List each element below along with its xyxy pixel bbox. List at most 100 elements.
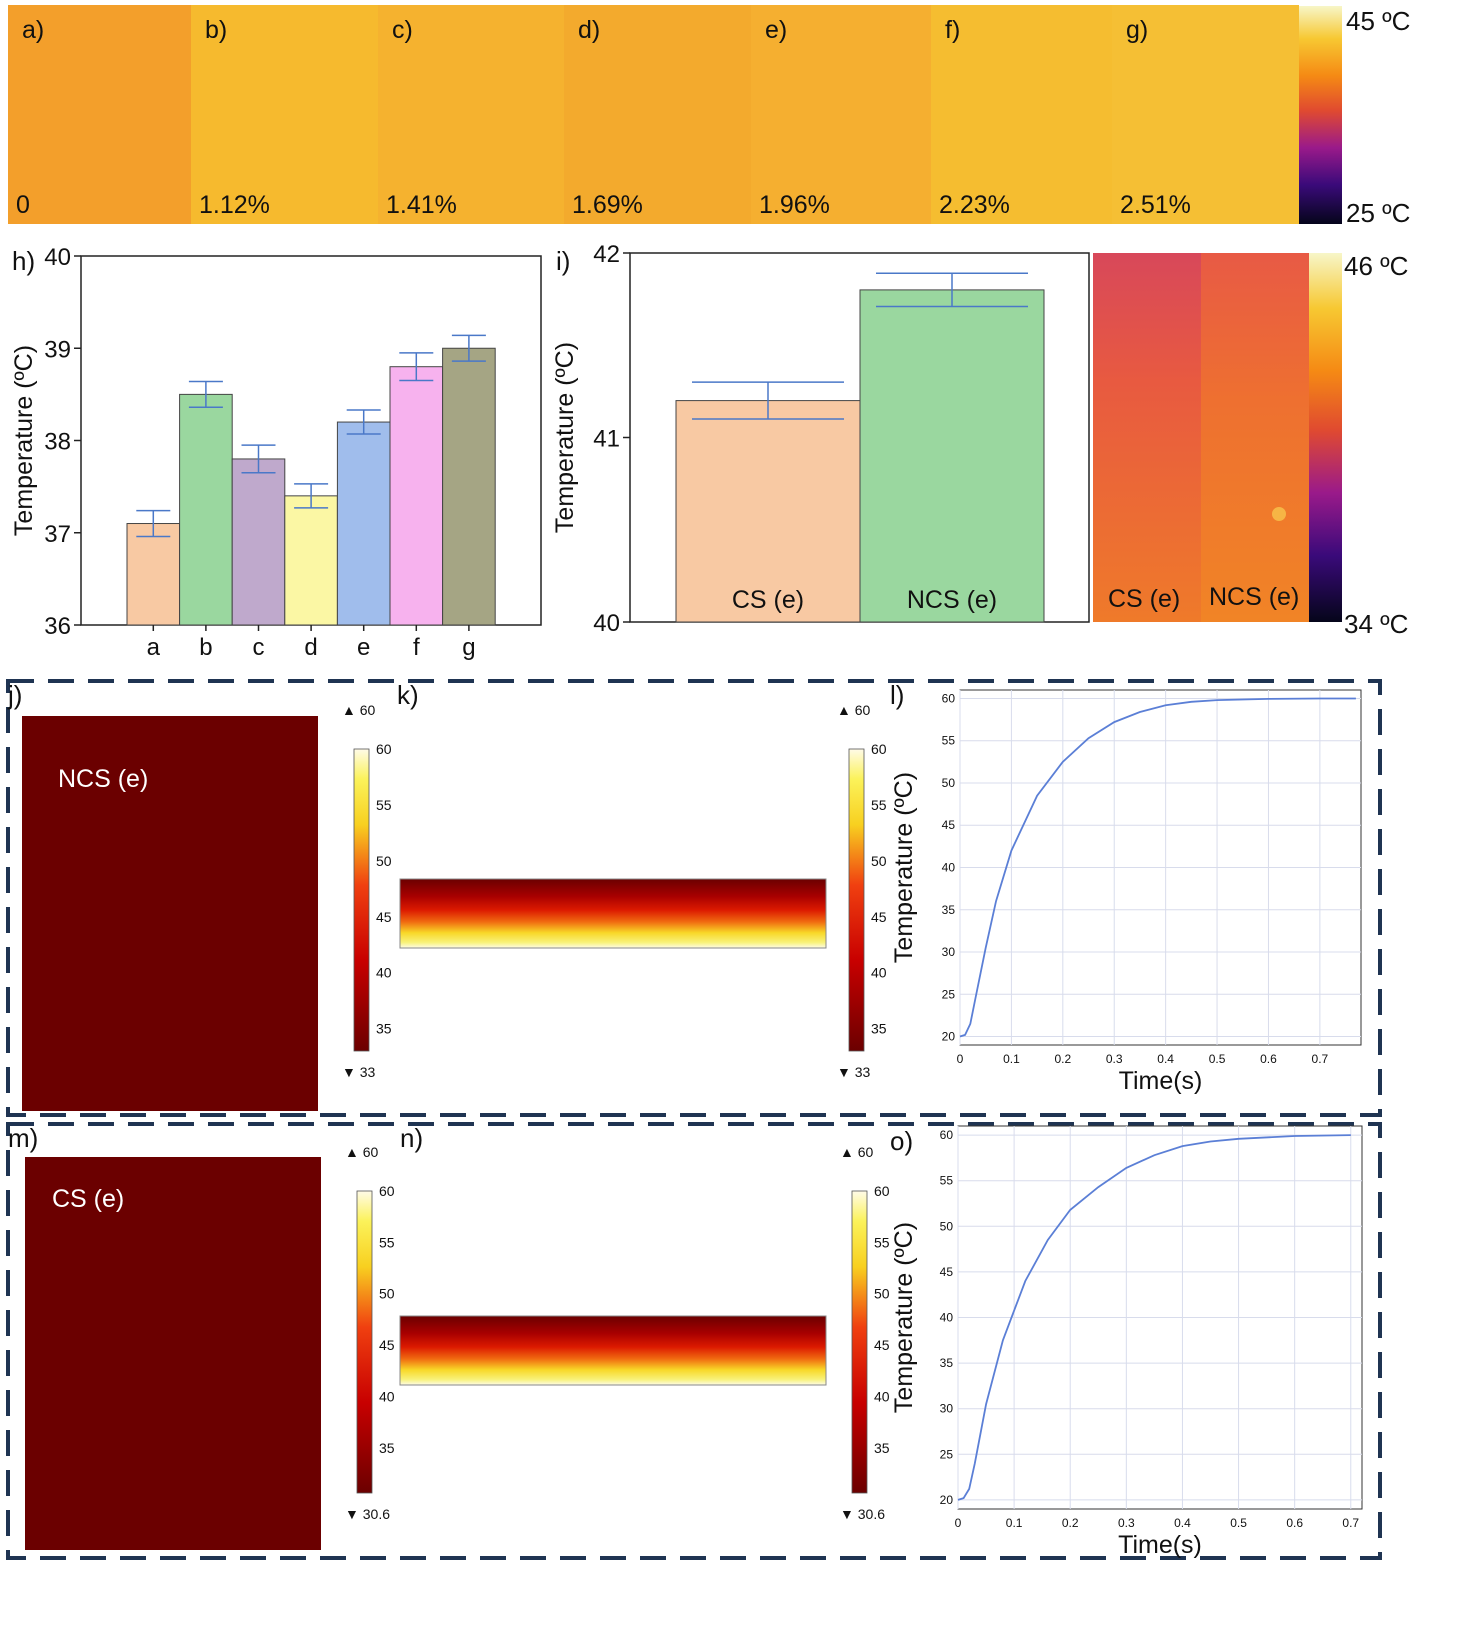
y-tick-label: 42	[593, 241, 620, 268]
thermal-panel-letter: c)	[392, 16, 413, 44]
y-tick-label: 37	[44, 521, 71, 548]
thermal-i-scale-min: 34 ºC	[1344, 609, 1408, 639]
thermal-image	[191, 5, 378, 224]
thermal-scale-max: 45 ºC	[1346, 6, 1410, 36]
y-tick-label: 45	[942, 818, 956, 832]
x-tick-label: 0.6	[1260, 1052, 1277, 1066]
range-max: ▲ 60	[840, 1144, 874, 1160]
panel-letter: h)	[12, 246, 35, 276]
dashed-box-top	[6, 679, 1382, 1117]
x-tick-label: 0.4	[1174, 1516, 1191, 1530]
x-tick-label: b	[199, 634, 212, 661]
range-min: ▼ 30.6	[840, 1506, 885, 1522]
colorbar-tick: 60	[376, 741, 392, 757]
colorbar-tick: 35	[376, 1021, 392, 1037]
bar	[336, 421, 391, 626]
colorbar-tick: 55	[379, 1234, 395, 1250]
colorbar-tick: 40	[376, 965, 392, 981]
colorbar-tick: 35	[379, 1440, 395, 1456]
range-max: ▲ 60	[837, 702, 871, 718]
colorbar	[356, 1190, 373, 1494]
dashed-box-bottom	[6, 1122, 1382, 1560]
x-tick-label: 0.3	[1106, 1052, 1123, 1066]
colorbar	[353, 748, 370, 1052]
thermal-image-sheen	[378, 5, 564, 224]
panel-letter-o: o)	[890, 1126, 913, 1156]
y-tick-label: 50	[942, 776, 956, 790]
sim-colorbar-top-left: ▲ 60 60 55 50 45 40 35 ▼ 33	[342, 702, 392, 1080]
sim-colorbar-bottom-left: ▲ 60 60 55 50 45 40 35 ▼ 30.6	[345, 1144, 395, 1522]
thermal-image-strip: a) 0 b) 1.12% c) 1.41% d) 1.69% e) 1.96% f) 2.23% g)…	[8, 5, 1299, 224]
x-tick-label: 0.4	[1157, 1052, 1174, 1066]
x-tick-label: 0.2	[1062, 1516, 1079, 1530]
range-min: ▼ 30.6	[345, 1506, 390, 1522]
x-tick-label: 0.7	[1342, 1516, 1359, 1530]
line-chart-o: 0 0.1 0.2 0.3 0.4 0.5 0.6 0.7 20 25 30 35 40 45 50 55 60…	[890, 1125, 1363, 1559]
panel-letter-k: k)	[397, 680, 419, 710]
colorbar-tick: 50	[376, 853, 392, 869]
bar	[442, 347, 496, 626]
temperature-curve	[957, 1134, 1351, 1501]
thermal-image-sheen	[1112, 5, 1299, 224]
thermal-panel-letter: g)	[1126, 16, 1148, 44]
thermal-panel-value: 2.23%	[939, 191, 1010, 219]
x-tick-label: f	[413, 634, 420, 661]
colorbar-tick: 40	[379, 1388, 395, 1404]
x-tick-label: 0.6	[1286, 1516, 1303, 1530]
sim-block-label-cs: CS (e)	[52, 1185, 124, 1213]
bar	[675, 400, 861, 623]
y-tick-label: 45	[940, 1265, 954, 1279]
range-min: ▼ 33	[342, 1064, 376, 1080]
thermal-image-ncs	[1201, 253, 1309, 622]
colorbar-tick: 45	[379, 1337, 395, 1353]
sim-block-ncs	[22, 716, 318, 1111]
y-tick-label: 40	[593, 610, 620, 637]
sim-colorbar-bottom-right: ▲ 60 60 55 50 45 40 35 ▼ 30.6	[840, 1144, 890, 1522]
thermal-image-sheen	[564, 5, 751, 224]
colorbar-tick: 40	[871, 965, 887, 981]
colorbar	[848, 748, 865, 1052]
bar	[231, 458, 286, 626]
x-tick-label: 0.5	[1209, 1052, 1226, 1066]
colorbar-tick: 45	[874, 1337, 890, 1353]
y-tick-label: 20	[940, 1493, 954, 1507]
colorbar-tick: 35	[874, 1440, 890, 1456]
sim-block-cs	[25, 1157, 321, 1550]
thermal-panel-value: 1.96%	[759, 191, 830, 219]
x-tick-label: a	[147, 634, 161, 661]
thermal-label-cs: CS (e)	[1108, 585, 1180, 613]
range-min: ▼ 33	[837, 1064, 871, 1080]
x-axis-label: Time(s)	[1118, 1531, 1202, 1559]
bar-label: CS (e)	[732, 586, 804, 614]
y-tick-label: 55	[942, 734, 956, 748]
thermal-panel-letter: e)	[765, 16, 787, 44]
thermal-panel-value: 2.51%	[1120, 191, 1191, 219]
y-tick-label: 41	[593, 426, 620, 453]
x-tick-label: 0.1	[1003, 1052, 1020, 1066]
thermal-panel-value: 1.41%	[386, 191, 457, 219]
thermal-colorbar	[1299, 6, 1342, 224]
colorbar-tick: 55	[376, 797, 392, 813]
y-tick-label: 60	[942, 691, 956, 705]
x-tick-label: c	[253, 634, 265, 661]
y-tick-label: 40	[942, 861, 956, 875]
range-max: ▲ 60	[345, 1144, 379, 1160]
colorbar-tick: 55	[871, 797, 887, 813]
thermal-image	[8, 5, 191, 224]
colorbar	[851, 1190, 868, 1494]
colorbar-tick: 50	[379, 1286, 395, 1302]
x-tick-label: 0.2	[1054, 1052, 1071, 1066]
y-tick-label: 39	[44, 336, 71, 363]
x-tick-label: d	[304, 634, 317, 661]
line-chart-l: 0 0.1 0.2 0.3 0.4 0.5 0.6 0.7 20 25 30 35 40 45 50 55 60…	[890, 689, 1362, 1095]
y-axis-label: Temperature (ºC)	[551, 342, 579, 533]
thermal-image-sheen	[191, 5, 378, 224]
panel-letter-n: n)	[400, 1123, 423, 1153]
colorbar-tick: 60	[871, 741, 887, 757]
x-tick-label: g	[462, 634, 475, 661]
panel-letter-j: j)	[7, 680, 22, 710]
colorbar-tick: 60	[874, 1183, 890, 1199]
y-tick-label: 40	[940, 1311, 954, 1325]
thermal-image-sheen	[8, 5, 191, 224]
